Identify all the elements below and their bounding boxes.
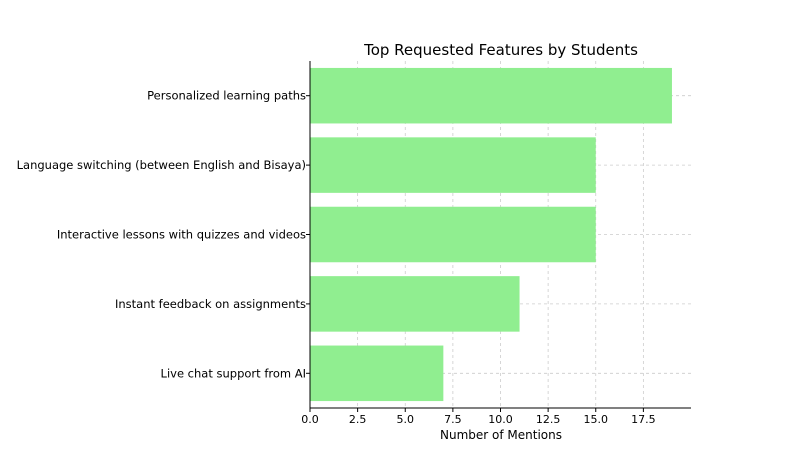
chart-title: Top Requested Features by Students	[363, 41, 638, 59]
x-tick-label: 7.5	[444, 413, 462, 426]
axis-ticks: 0.0 2.5 5.0 7.5 10.0 12.5 15.0 17.5	[301, 95, 656, 426]
x-tick-label: 5.0	[397, 413, 415, 426]
category-labels: Personalized learning paths Language swit…	[17, 89, 306, 381]
y-tick-label: Language switching (between English and …	[17, 158, 306, 172]
x-tick-label: 12.5	[536, 413, 561, 426]
y-tick-label: Interactive lessons with quizzes and vid…	[57, 228, 306, 242]
x-tick-label: 2.5	[349, 413, 367, 426]
x-tick-label: 10.0	[488, 413, 513, 426]
bar	[310, 276, 520, 332]
bar	[310, 345, 444, 402]
y-tick-label: Live chat support from AI	[161, 366, 306, 380]
bar	[310, 206, 596, 263]
x-tick-label: 15.0	[584, 413, 609, 426]
x-axis-label: Number of Mentions	[440, 428, 562, 442]
x-tick-label: 17.5	[631, 413, 656, 426]
y-tick-label: Personalized learning paths	[147, 89, 306, 103]
x-tick-label: 0.0	[301, 413, 319, 426]
bar	[310, 67, 672, 124]
bars	[310, 67, 672, 402]
bar	[310, 137, 596, 193]
y-tick-label: Instant feedback on assignments	[115, 297, 306, 311]
